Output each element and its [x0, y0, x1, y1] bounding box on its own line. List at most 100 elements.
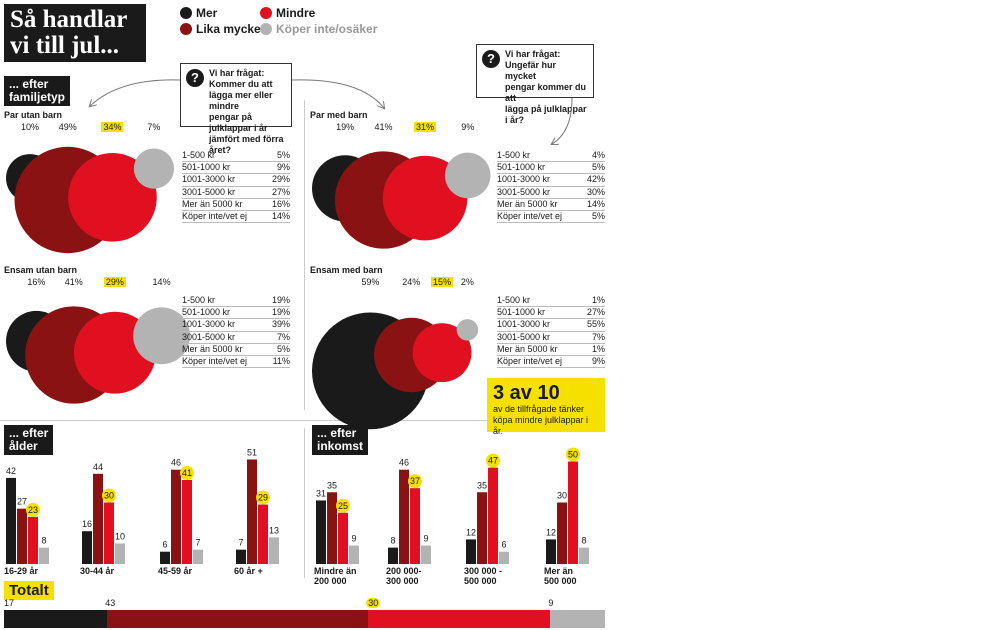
spend-row: Köper inte/vet ej 9% [497, 356, 605, 369]
bar-value-label: 46 [399, 458, 409, 468]
spend-value: 7% [276, 331, 290, 342]
bar-category-label: Mindre än [314, 566, 357, 576]
bubble-value-label: 41% [374, 122, 393, 132]
spend-value: 7% [591, 331, 605, 342]
bar-category-label: 200 000 [314, 576, 347, 586]
bar-value-label: 35 [327, 480, 337, 490]
spend-value: 9% [276, 162, 290, 173]
bar-category-label: 300 000 - [464, 566, 502, 576]
section-tag-inkomst: ... efter inkomst [312, 425, 369, 455]
bar [82, 531, 92, 564]
totalt-label: Totalt [4, 581, 54, 600]
spend-value: 9% [591, 356, 605, 367]
bar [466, 539, 476, 564]
bar-label-highlight [102, 488, 116, 503]
bar [193, 549, 203, 564]
bubble-value-label: 10% [21, 122, 40, 132]
bar [115, 543, 125, 564]
bar-value-label: 31 [316, 488, 326, 498]
spend-row: 1-500 kr 5% [182, 150, 290, 163]
bar [557, 502, 567, 564]
bar-value-label: 10 [115, 532, 125, 542]
bar [269, 537, 279, 564]
spend-table: 1-500 kr 5% 501-1000 kr 9% 1001-3000 kr 29% 30… [182, 150, 290, 224]
spend-value: 14% [271, 211, 290, 222]
spend-value: 27% [271, 186, 290, 197]
bar-value-label: 9 [423, 534, 428, 544]
bar-value-label: 27 [17, 497, 27, 507]
bar-category-label: Mer än [544, 566, 573, 576]
spend-value: 1% [591, 295, 605, 305]
bar-value-label: 6 [501, 540, 506, 550]
spend-value: 4% [591, 150, 605, 160]
bar-value-label: 44 [93, 462, 103, 472]
bar-value-label: 7 [195, 538, 200, 548]
legend-swatch [260, 23, 272, 35]
total-value-label: 17 [4, 598, 15, 608]
spend-value: 29% [271, 174, 290, 185]
group-title: Par utan barn [4, 110, 63, 120]
bubble-koper-inte [133, 148, 175, 189]
legend-item-mer: Mer [180, 6, 217, 20]
bubble-value-label: 19% [336, 122, 355, 132]
spend-row: 3001-5000 kr 7% [497, 332, 605, 344]
spend-row: 1-500 kr 1% [497, 295, 605, 308]
spend-row: 501-1000 kr 9% [182, 162, 290, 175]
bar [17, 508, 27, 564]
spend-value: 5% [276, 150, 290, 160]
bar [247, 459, 257, 564]
spend-value: 5% [591, 162, 605, 173]
spend-row: 501-1000 kr 5% [497, 162, 605, 175]
bar-value-label: 41 [182, 468, 192, 478]
bar-value-label: 47 [488, 456, 498, 466]
bar-value-label: 6 [162, 540, 167, 550]
spend-value: 5% [591, 211, 605, 222]
bar [28, 516, 38, 564]
divider-vertical [304, 100, 305, 410]
spend-label: 1-500 kr [182, 295, 216, 305]
bar [171, 469, 181, 564]
total-segment [107, 610, 369, 628]
spend-row: Mer än 5000 kr 1% [497, 344, 605, 357]
divider-horizontal [0, 420, 605, 421]
bubble-group [6, 146, 175, 254]
spend-row: 501-1000 kr 19% [182, 307, 290, 320]
spend-row: 1001-3000 kr 29% [182, 174, 290, 187]
group-title: Ensam med barn [310, 265, 383, 275]
bar-value-label: 30 [557, 491, 567, 501]
spend-value: 16% [271, 198, 290, 209]
bar-value-label: 35 [477, 480, 487, 490]
bubble-value-label: 34% [101, 122, 124, 132]
bar-category-label: 500 000 [544, 576, 577, 586]
page-title: Så handlar vi till jul... [4, 4, 146, 62]
bubble-value-label: 49% [58, 122, 77, 132]
callout-box: 3 av 10 av de tillfrågade tänker köpa mi… [487, 378, 605, 436]
bubble-value-label: 16% [27, 277, 46, 287]
divider-vertical-bottom [304, 428, 305, 578]
bar [316, 500, 326, 564]
bar-category-label: 45-59 år [158, 566, 193, 576]
bubble-group [312, 312, 479, 430]
arrow-left [90, 79, 181, 106]
bar-category-label: 16-29 år [4, 566, 39, 576]
spend-row: 3001-5000 kr 27% [182, 187, 290, 199]
bubble-koper-inte [133, 307, 191, 365]
bar [104, 502, 114, 564]
spend-row: Köper inte/vet ej 14% [182, 211, 290, 224]
total-stacked-bar: 17 43 30 9 [4, 598, 605, 630]
spend-label: Mer än 5000 kr [182, 343, 243, 354]
bar-value-label: 50 [568, 450, 578, 460]
bar-value-label: 25 [338, 501, 348, 511]
spend-label: 1001-3000 kr [182, 174, 236, 185]
spend-label: 3001-5000 kr [182, 186, 236, 197]
spend-row: Mer än 5000 kr 5% [182, 343, 290, 357]
group-title: Ensam utan barn [4, 265, 78, 275]
bar-category-label: 500 000 [464, 576, 497, 586]
spend-row: 1001-3000 kr 39% [182, 319, 290, 332]
spend-label: 501-1000 kr [182, 162, 231, 173]
spend-value: 39% [271, 319, 290, 330]
spend-value: 11% [272, 356, 290, 367]
legend-item-mindre: Mindre [260, 6, 315, 20]
question-icon: ? [186, 69, 204, 87]
spend-label: Mer än 5000 kr [182, 198, 243, 209]
